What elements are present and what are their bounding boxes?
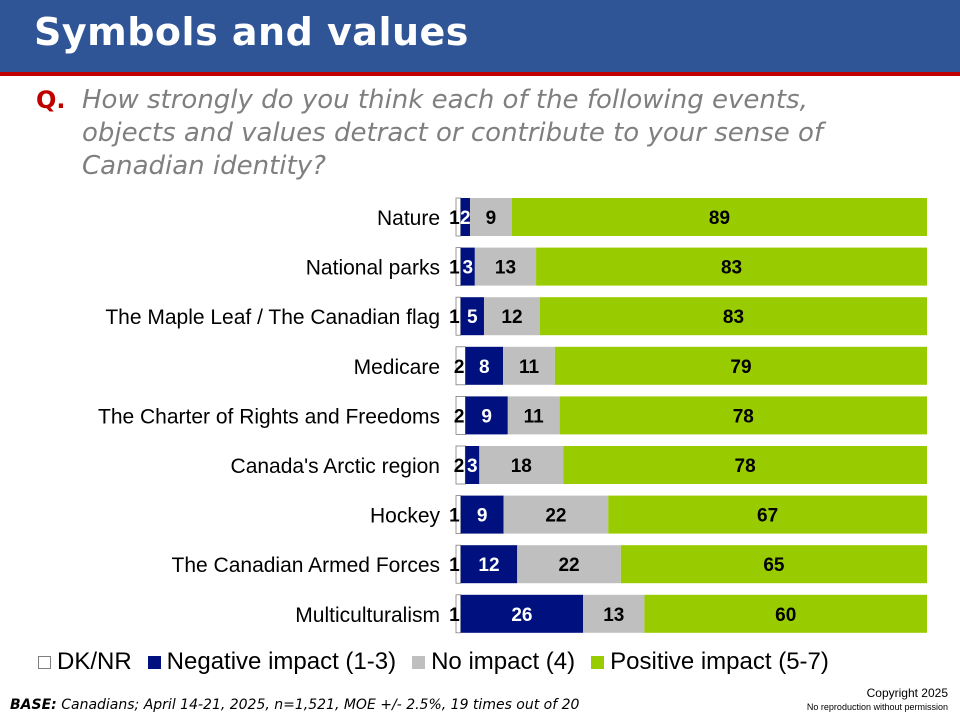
data-label-negative-impact-1-3-national-parks: 3: [462, 258, 473, 279]
data-label-negative-impact-1-3-the-charter-of-rights-and-freedoms: 9: [481, 406, 492, 427]
legend-swatch-positive: [591, 655, 605, 669]
data-label-negative-impact-1-3-the-maple-leaf-the-canadian-flag: 5: [467, 307, 478, 328]
data-label-no-impact-4-hockey: 22: [545, 506, 566, 527]
data-label-positive-impact-5-7-multiculturalism: 60: [775, 605, 796, 626]
bar-no-impact-4-the-canadian-armed-forces: [517, 545, 621, 584]
legend-swatch-negative: [147, 655, 161, 669]
data-label-negative-impact-1-3-canada-s-arctic-region: 3: [467, 456, 478, 477]
data-label-no-impact-4-national-parks: 13: [495, 258, 516, 279]
bar-positive-impact-5-7-canada-s-arctic-region: [563, 446, 927, 484]
bar-no-impact-4-the-charter-of-rights-and-freedoms: [507, 396, 560, 435]
bar-negative-impact-1-3-medicare: [465, 346, 504, 385]
bar-no-impact-4-nature: [469, 198, 512, 236]
bar-positive-impact-5-7-multiculturalism: [644, 594, 927, 633]
base-label: BASE:: [10, 697, 57, 713]
bar-negative-impact-1-3-national-parks: [460, 247, 475, 286]
page-title: Symbols and values: [34, 10, 469, 54]
bar-positive-impact-5-7-nature: [511, 198, 927, 236]
data-label-positive-impact-5-7-hockey: 67: [757, 506, 778, 527]
bar-negative-impact-1-3-the-canadian-armed-forces: [460, 545, 518, 584]
bar-no-impact-4-hockey: [503, 495, 609, 534]
question-text: How strongly do you think each of the fo…: [82, 85, 824, 181]
bar-no-impact-4-medicare: [503, 346, 555, 385]
legend-item-no-impact: No impact (4): [412, 648, 575, 676]
data-label-positive-impact-5-7-the-maple-leaf-the-canadian-flag: 83: [723, 307, 744, 328]
chart-legend: DK/NR Negative impact (1-3) No impact (4…: [38, 648, 845, 676]
category-label-the-canadian-armed-forces: The Canadian Armed Forces: [172, 554, 440, 577]
data-label-negative-impact-1-3-medicare: 8: [479, 357, 490, 378]
data-label-no-impact-4-canada-s-arctic-region: 18: [511, 456, 532, 477]
bar-negative-impact-1-3-multiculturalism: [460, 594, 584, 633]
data-label-negative-impact-1-3-nature: 2: [460, 208, 471, 229]
category-label-the-maple-leaf-the-canadian-flag: The Maple Leaf / The Canadian flag: [105, 306, 440, 329]
bar-no-impact-4-national-parks: [474, 247, 537, 286]
base-text: Canadians; April 14-21, 2025, n=1,521, M…: [61, 697, 580, 713]
copyright: Copyright 2025: [866, 686, 948, 700]
legend-label-positive: Positive impact (5-7): [610, 648, 829, 675]
bar-positive-impact-5-7-the-canadian-armed-forces: [620, 545, 927, 584]
bar-negative-impact-1-3-canada-s-arctic-region: [465, 446, 480, 484]
bar-positive-impact-5-7-hockey: [608, 495, 927, 534]
bar-negative-impact-1-3-hockey: [460, 495, 504, 534]
data-label-no-impact-4-medicare: 11: [519, 357, 540, 378]
bar-no-impact-4-multiculturalism: [583, 594, 645, 633]
data-label-dk-nr-the-canadian-armed-forces: 1: [449, 555, 460, 576]
legend-label-dknr: DK/NR: [57, 648, 132, 675]
legend-swatch-dknr: [38, 655, 51, 669]
category-label-nature: Nature: [377, 207, 440, 230]
legend-label-negative: Negative impact (1-3): [166, 648, 397, 675]
category-label-multiculturalism: Multiculturalism: [295, 604, 440, 627]
data-label-no-impact-4-nature: 9: [486, 208, 497, 229]
data-label-negative-impact-1-3-multiculturalism: 26: [511, 605, 532, 626]
data-label-dk-nr-nature: 1: [449, 208, 460, 229]
category-label-canada-s-arctic-region: Canada's Arctic region: [231, 455, 440, 478]
question-prefix: Q.: [36, 86, 66, 114]
data-label-negative-impact-1-3-the-canadian-armed-forces: 12: [478, 555, 499, 576]
category-label-medicare: Medicare: [354, 356, 440, 379]
bar-positive-impact-5-7-medicare: [554, 346, 927, 385]
data-label-dk-nr-canada-s-arctic-region: 2: [454, 456, 465, 477]
legend-item-positive: Positive impact (5-7): [591, 648, 829, 676]
data-label-no-impact-4-the-canadian-armed-forces: 22: [558, 555, 579, 576]
data-label-positive-impact-5-7-national-parks: 83: [721, 258, 742, 279]
category-label-hockey: Hockey: [370, 505, 441, 528]
bar-positive-impact-5-7-national-parks: [536, 247, 927, 286]
data-label-no-impact-4-multiculturalism: 13: [603, 605, 624, 626]
bar-positive-impact-5-7-the-charter-of-rights-and-freedoms: [559, 396, 927, 435]
bar-negative-impact-1-3-the-maple-leaf-the-canadian-flag: [460, 297, 484, 336]
data-label-positive-impact-5-7-canada-s-arctic-region: 78: [735, 456, 756, 477]
data-label-no-impact-4-the-maple-leaf-the-canadian-flag: 12: [501, 307, 522, 328]
category-label-national-parks: National parks: [306, 257, 440, 280]
bar-no-impact-4-the-maple-leaf-the-canadian-flag: [483, 297, 540, 336]
bar-negative-impact-1-3-nature: [460, 198, 470, 236]
data-label-dk-nr-medicare: 2: [454, 357, 465, 378]
base-note: BASE: Canadians; April 14-21, 2025, n=1,…: [10, 697, 579, 713]
bar-positive-impact-5-7-the-maple-leaf-the-canadian-flag: [539, 297, 927, 336]
legend-item-dknr: DK/NR: [38, 648, 132, 676]
title-bar: Symbols and values: [0, 0, 960, 76]
legend-label-no-impact: No impact (4): [431, 648, 576, 675]
data-label-dk-nr-multiculturalism: 1: [449, 605, 460, 626]
reproduction-note: No reproduction without permission: [806, 702, 948, 712]
bar-no-impact-4-canada-s-arctic-region: [479, 446, 564, 484]
category-label-the-charter-of-rights-and-freedoms: The Charter of Rights and Freedoms: [98, 405, 440, 428]
data-label-negative-impact-1-3-hockey: 9: [477, 506, 488, 527]
legend-swatch-no-impact: [412, 655, 426, 669]
data-label-positive-impact-5-7-the-canadian-armed-forces: 65: [763, 555, 785, 576]
data-label-positive-impact-5-7-the-charter-of-rights-and-freedoms: 78: [733, 406, 754, 427]
data-label-positive-impact-5-7-nature: 89: [709, 208, 730, 229]
data-label-dk-nr-the-charter-of-rights-and-freedoms: 2: [454, 406, 465, 427]
data-label-dk-nr-the-maple-leaf-the-canadian-flag: 1: [449, 307, 460, 328]
legend-item-negative: Negative impact (1-3): [147, 648, 397, 676]
data-label-dk-nr-hockey: 1: [449, 506, 460, 527]
bar-negative-impact-1-3-the-charter-of-rights-and-freedoms: [465, 396, 508, 435]
data-label-positive-impact-5-7-medicare: 79: [730, 357, 751, 378]
data-label-no-impact-4-the-charter-of-rights-and-freedoms: 11: [524, 406, 545, 427]
data-label-dk-nr-national-parks: 1: [449, 258, 460, 279]
